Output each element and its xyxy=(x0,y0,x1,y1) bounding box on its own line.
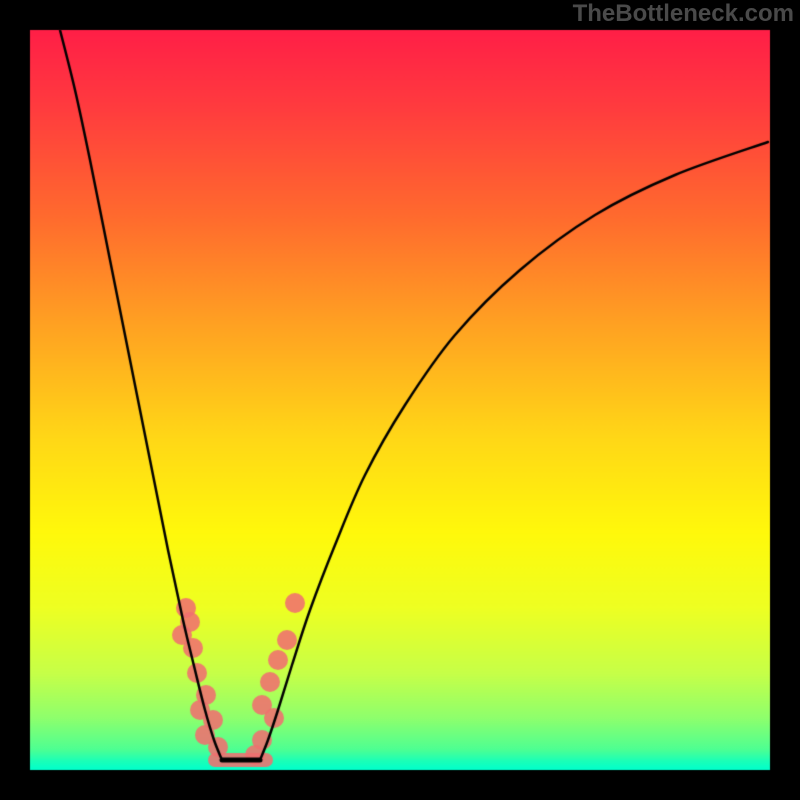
chart-stage: TheBottleneck.com xyxy=(0,0,800,800)
watermark-text: TheBottleneck.com xyxy=(573,0,794,28)
curve-overlay xyxy=(0,0,800,800)
